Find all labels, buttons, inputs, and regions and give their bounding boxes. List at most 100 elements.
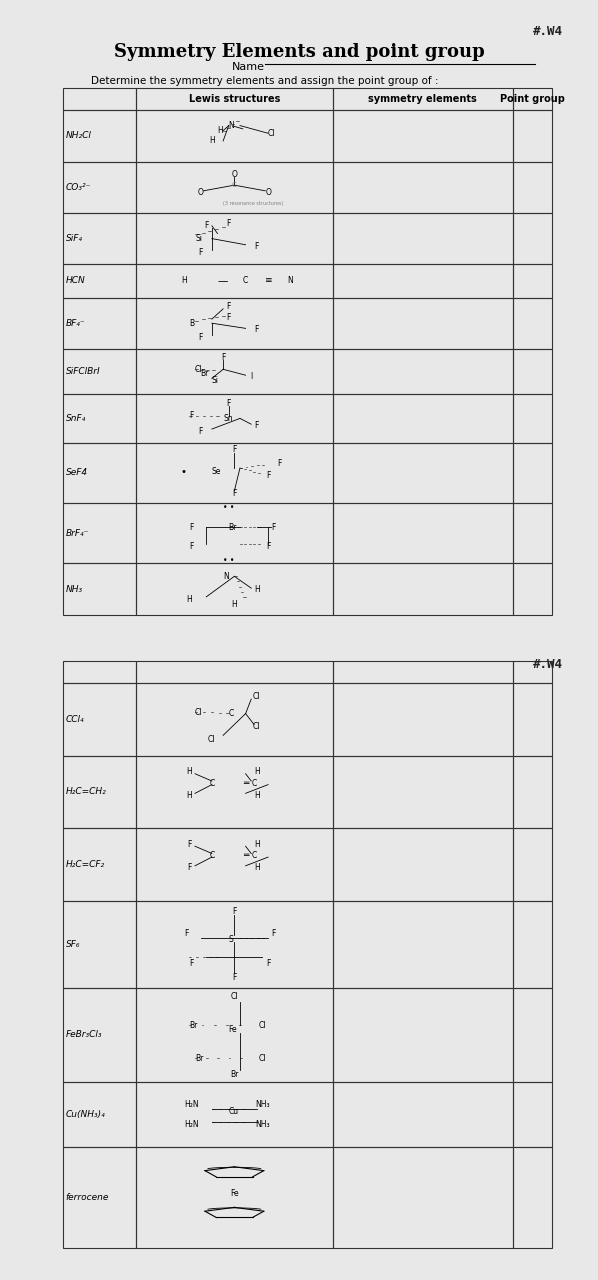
Text: F: F	[221, 353, 225, 362]
Text: F: F	[190, 541, 194, 552]
Bar	[512, 394, 552, 443]
Bar	[63, 901, 136, 988]
Bar	[332, 503, 512, 563]
Bar	[63, 988, 136, 1082]
Bar	[63, 443, 136, 503]
Bar	[63, 264, 136, 297]
Text: C: C	[209, 851, 215, 860]
Text: O: O	[265, 188, 271, 197]
Text: I: I	[250, 371, 252, 380]
Text: • •: • •	[223, 503, 234, 512]
Bar	[332, 443, 512, 503]
Text: Cl: Cl	[253, 722, 261, 731]
Text: SnF₄: SnF₄	[66, 413, 86, 422]
Bar	[63, 563, 136, 614]
Bar	[332, 901, 512, 988]
Bar	[332, 755, 512, 828]
Text: F: F	[255, 325, 259, 334]
Bar	[512, 503, 552, 563]
Bar	[512, 828, 552, 901]
Text: F: F	[266, 541, 270, 552]
Text: —: —	[218, 276, 228, 285]
Bar	[332, 828, 512, 901]
Text: Cu: Cu	[228, 1107, 239, 1116]
Bar	[332, 297, 512, 349]
Bar	[512, 161, 552, 212]
Text: N: N	[228, 122, 234, 131]
Text: B: B	[190, 319, 194, 328]
Text: F: F	[277, 460, 282, 468]
Text: •: •	[181, 467, 187, 476]
Bar	[332, 684, 512, 755]
Text: Se: Se	[212, 467, 221, 476]
Text: F: F	[227, 219, 231, 228]
Text: symmetry elements: symmetry elements	[368, 95, 477, 104]
Text: F: F	[187, 840, 191, 849]
Text: F: F	[187, 864, 191, 873]
Text: SiF₄: SiF₄	[66, 234, 83, 243]
Text: F: F	[199, 333, 203, 342]
Bar	[63, 394, 136, 443]
Bar	[332, 662, 512, 684]
Text: Fe: Fe	[230, 1189, 239, 1198]
Text: NH₃: NH₃	[255, 1120, 270, 1129]
Bar	[512, 443, 552, 503]
Bar	[332, 88, 512, 110]
Bar	[136, 755, 332, 828]
Text: C: C	[228, 709, 234, 718]
Text: FeBr₃Cl₃: FeBr₃Cl₃	[66, 1030, 102, 1039]
Text: C: C	[243, 276, 248, 285]
Text: Determine the symmetry elements and assign the point group of :: Determine the symmetry elements and assi…	[91, 76, 438, 86]
Text: NH₃: NH₃	[66, 585, 83, 594]
Bar	[63, 212, 136, 264]
Text: #.W4: #.W4	[533, 24, 563, 37]
Bar	[63, 1147, 136, 1248]
Text: H₂N: H₂N	[184, 1100, 199, 1108]
Text: Cl: Cl	[259, 1020, 266, 1029]
Bar	[136, 212, 332, 264]
Text: CCl₄: CCl₄	[66, 716, 84, 724]
Text: (3 resonance structures): (3 resonance structures)	[223, 201, 283, 206]
Text: H: H	[231, 600, 237, 609]
Bar	[512, 297, 552, 349]
Bar	[136, 297, 332, 349]
Text: #.W4: #.W4	[533, 658, 563, 671]
Text: F: F	[232, 489, 237, 498]
Text: Fe: Fe	[228, 1025, 237, 1034]
Text: H: H	[254, 585, 260, 594]
Text: F: F	[266, 959, 270, 968]
Text: C: C	[232, 182, 237, 188]
Bar	[136, 161, 332, 212]
Text: Br: Br	[195, 1053, 203, 1062]
Text: F: F	[255, 242, 259, 251]
Bar	[136, 988, 332, 1082]
Text: F: F	[266, 471, 270, 480]
Text: CO₃²⁻: CO₃²⁻	[66, 183, 91, 192]
Bar	[63, 88, 136, 110]
Text: F: F	[199, 428, 203, 436]
Text: Cl: Cl	[208, 735, 216, 744]
Bar	[512, 1147, 552, 1248]
Bar	[512, 212, 552, 264]
Bar	[512, 110, 552, 161]
Text: F: F	[232, 906, 237, 915]
Text: Cl: Cl	[195, 365, 203, 374]
Text: ferrocene: ferrocene	[66, 1193, 109, 1202]
Text: H₂C=CH₂: H₂C=CH₂	[66, 787, 106, 796]
Text: Sn: Sn	[223, 413, 233, 422]
Text: Lewis structures: Lewis structures	[188, 95, 280, 104]
Text: F: F	[184, 929, 188, 938]
Text: H: H	[254, 864, 260, 873]
Text: F: F	[271, 929, 276, 938]
Bar	[136, 901, 332, 988]
Bar	[332, 264, 512, 297]
Text: C: C	[209, 778, 215, 787]
Text: F: F	[227, 399, 231, 408]
Text: H: H	[254, 791, 260, 800]
Text: H: H	[187, 595, 193, 604]
Bar	[512, 349, 552, 394]
Bar	[512, 563, 552, 614]
Bar	[136, 264, 332, 297]
Text: Cl: Cl	[195, 708, 203, 717]
Bar	[332, 110, 512, 161]
